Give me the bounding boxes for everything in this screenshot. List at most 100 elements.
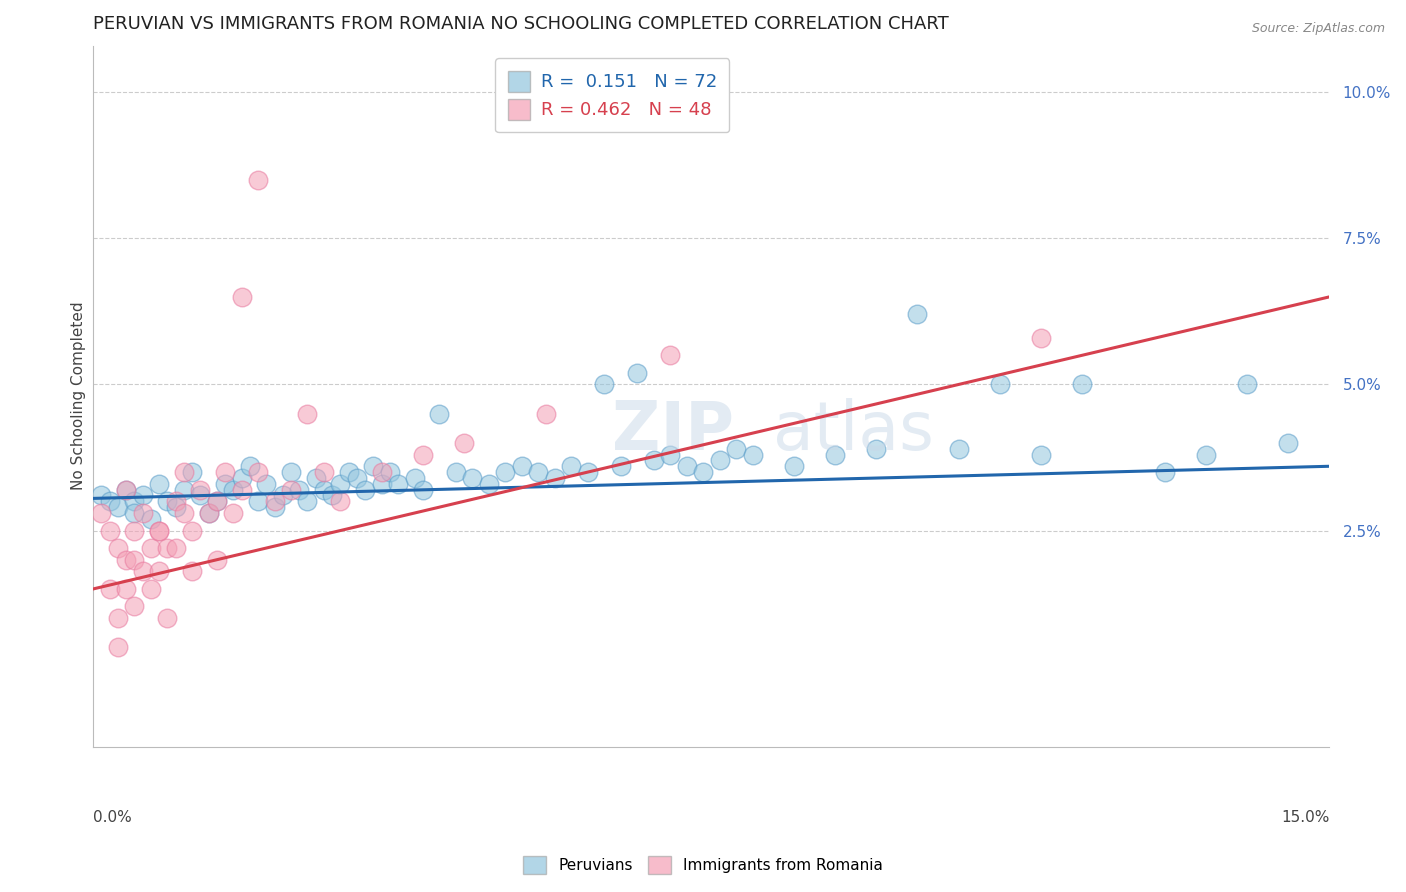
Point	[329, 476, 352, 491]
Point	[165, 494, 187, 508]
Point	[247, 465, 270, 479]
Point	[988, 377, 1011, 392]
Point	[131, 488, 153, 502]
Point	[948, 442, 970, 456]
Point	[222, 483, 245, 497]
Point	[741, 448, 763, 462]
Point	[214, 465, 236, 479]
Point	[305, 471, 328, 485]
Point	[280, 483, 302, 497]
Point	[824, 448, 846, 462]
Y-axis label: No Schooling Completed: No Schooling Completed	[72, 301, 86, 491]
Point	[297, 494, 319, 508]
Point	[346, 471, 368, 485]
Point	[124, 599, 146, 614]
Point	[378, 465, 401, 479]
Point	[576, 465, 599, 479]
Point	[709, 453, 731, 467]
Point	[1236, 377, 1258, 392]
Point	[1029, 331, 1052, 345]
Point	[560, 459, 582, 474]
Point	[115, 582, 138, 596]
Point	[222, 506, 245, 520]
Text: 0.0%: 0.0%	[93, 810, 132, 825]
Point	[354, 483, 377, 497]
Point	[626, 366, 648, 380]
Point	[271, 488, 294, 502]
Point	[173, 483, 195, 497]
Legend: R =  0.151   N = 72, R = 0.462   N = 48: R = 0.151 N = 72, R = 0.462 N = 48	[495, 58, 730, 132]
Point	[1153, 465, 1175, 479]
Point	[173, 506, 195, 520]
Point	[107, 611, 129, 625]
Point	[139, 582, 162, 596]
Point	[494, 465, 516, 479]
Point	[165, 541, 187, 555]
Point	[139, 512, 162, 526]
Point	[181, 565, 204, 579]
Point	[156, 611, 179, 625]
Point	[1195, 448, 1218, 462]
Point	[1029, 448, 1052, 462]
Point	[724, 442, 747, 456]
Point	[205, 494, 228, 508]
Point	[247, 494, 270, 508]
Text: ZIP: ZIP	[613, 398, 734, 464]
Point	[98, 582, 121, 596]
Point	[165, 500, 187, 515]
Text: PERUVIAN VS IMMIGRANTS FROM ROMANIA NO SCHOOLING COMPLETED CORRELATION CHART: PERUVIAN VS IMMIGRANTS FROM ROMANIA NO S…	[93, 15, 949, 33]
Text: Source: ZipAtlas.com: Source: ZipAtlas.com	[1251, 22, 1385, 36]
Point	[98, 524, 121, 538]
Point	[90, 488, 112, 502]
Point	[593, 377, 616, 392]
Point	[90, 506, 112, 520]
Point	[197, 506, 219, 520]
Point	[478, 476, 501, 491]
Point	[510, 459, 533, 474]
Point	[247, 173, 270, 187]
Text: 15.0%: 15.0%	[1281, 810, 1330, 825]
Point	[461, 471, 484, 485]
Point	[197, 506, 219, 520]
Point	[263, 500, 285, 515]
Point	[173, 465, 195, 479]
Point	[412, 483, 434, 497]
Point	[536, 407, 558, 421]
Point	[363, 459, 385, 474]
Point	[124, 506, 146, 520]
Point	[905, 307, 928, 321]
Point	[98, 494, 121, 508]
Point	[124, 494, 146, 508]
Point	[188, 488, 211, 502]
Point	[107, 640, 129, 655]
Point	[659, 448, 682, 462]
Point	[115, 483, 138, 497]
Point	[181, 524, 204, 538]
Point	[297, 407, 319, 421]
Point	[181, 465, 204, 479]
Point	[148, 524, 170, 538]
Point	[675, 459, 697, 474]
Point	[124, 524, 146, 538]
Point	[124, 553, 146, 567]
Point	[131, 565, 153, 579]
Point	[254, 476, 277, 491]
Point	[453, 436, 475, 450]
Point	[370, 476, 392, 491]
Point	[404, 471, 426, 485]
Point	[188, 483, 211, 497]
Point	[412, 448, 434, 462]
Point	[280, 465, 302, 479]
Point	[115, 483, 138, 497]
Point	[444, 465, 467, 479]
Point	[370, 465, 392, 479]
Point	[321, 488, 343, 502]
Point	[609, 459, 631, 474]
Point	[329, 494, 352, 508]
Point	[231, 471, 253, 485]
Point	[263, 494, 285, 508]
Point	[312, 483, 335, 497]
Point	[1071, 377, 1094, 392]
Legend: Peruvians, Immigrants from Romania: Peruvians, Immigrants from Romania	[517, 850, 889, 880]
Point	[139, 541, 162, 555]
